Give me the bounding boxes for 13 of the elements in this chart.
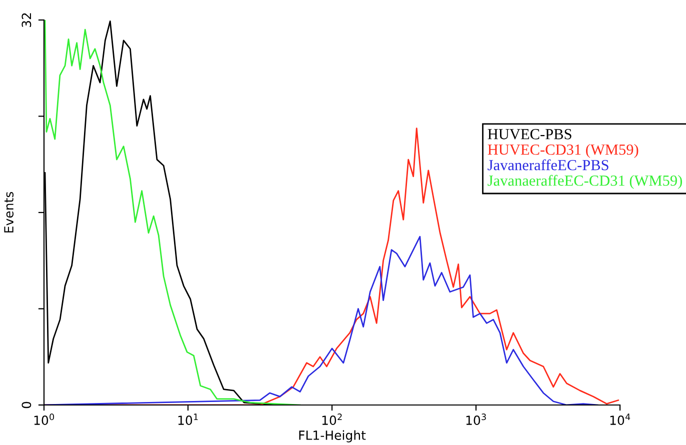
- y-tick-label: 0: [22, 402, 32, 408]
- text: HUVEC-CD31 (WM59): [488, 144, 638, 158]
- x-tick-label: 10$^{2}$: [322, 414, 342, 425]
- text: HUVEC-PBS: [488, 129, 572, 140]
- x-axis-title: FL1-Height: [299, 430, 366, 442]
- text: JavaneraffeEC-PBS: [488, 159, 608, 170]
- y-axis-title: Events: [4, 192, 14, 232]
- x-tick-label: 10$^{4}$: [610, 414, 630, 426]
- text: JavanaeraffeEC-CD31 (WM59): [488, 174, 682, 189]
- y-tick-label: 32: [22, 13, 32, 27]
- x-tick-label: 10$^{1}$: [178, 414, 198, 426]
- x-tick-label: 10$^{3}$: [466, 414, 486, 425]
- x-tick-label: 10$^{0}$: [34, 414, 54, 425]
